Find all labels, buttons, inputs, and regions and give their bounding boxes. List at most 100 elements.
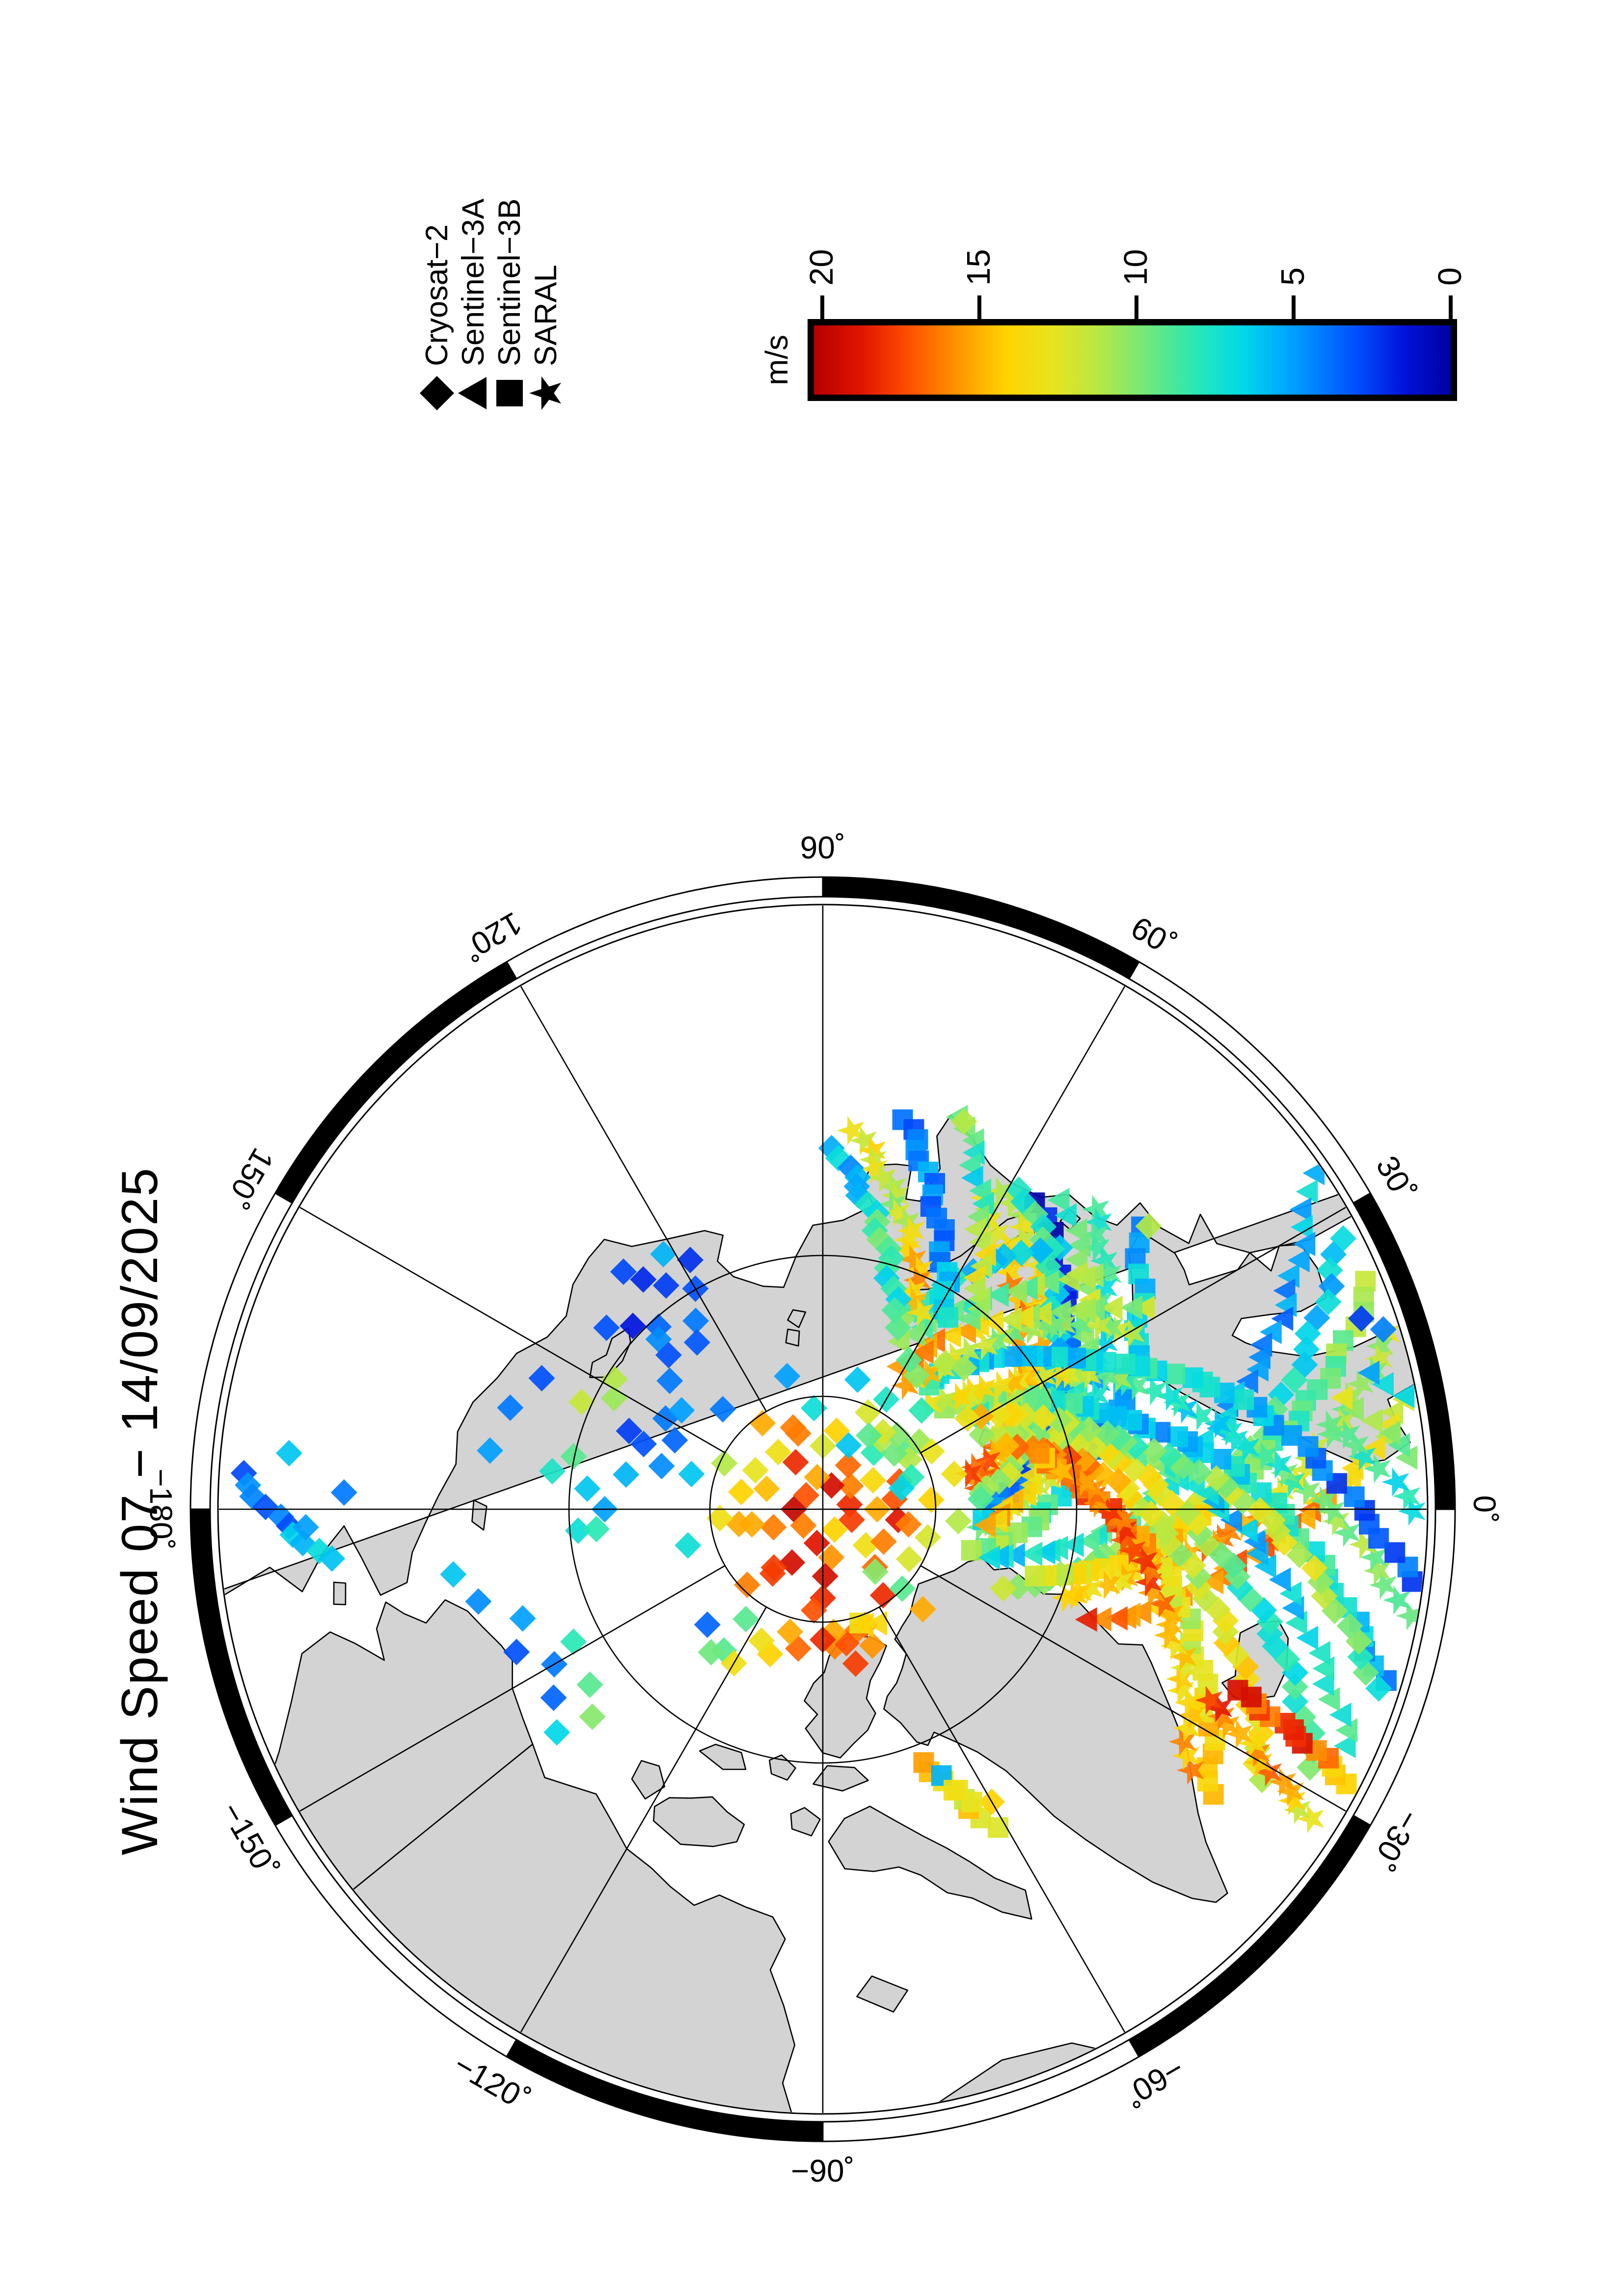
meridian-line [920, 1565, 1347, 1813]
data-point [915, 1389, 943, 1418]
data-point [1136, 1557, 1163, 1586]
data-point [1069, 1468, 1097, 1496]
colorbar-unit-label: m/s [759, 334, 794, 386]
data-point [1120, 1295, 1143, 1320]
data-point [1130, 1546, 1158, 1575]
data-point [1027, 1237, 1054, 1264]
data-point [678, 1461, 705, 1488]
data-point [1363, 1454, 1391, 1483]
data-point [1203, 1465, 1230, 1492]
data-point [1398, 1496, 1426, 1526]
data-point [1235, 1518, 1258, 1543]
data-point [1244, 1748, 1272, 1777]
data-point [748, 1627, 775, 1654]
data-point [1014, 1481, 1036, 1506]
data-point [610, 1258, 637, 1285]
data-point [881, 1486, 908, 1513]
data-point [733, 1572, 760, 1599]
data-point [1090, 1246, 1118, 1276]
data-point [1090, 1273, 1118, 1302]
data-point [862, 1558, 889, 1585]
data-point [1286, 1542, 1313, 1569]
data-point [1164, 1363, 1186, 1385]
data-point [540, 1684, 567, 1711]
data-point [1083, 1489, 1111, 1518]
data-point [1038, 1235, 1065, 1262]
data-point [996, 1271, 1024, 1301]
data-point [1289, 1197, 1312, 1222]
frame-ring [189, 876, 1456, 2142]
data-point [1220, 1552, 1247, 1579]
data-point [630, 1431, 657, 1458]
data-point [982, 1456, 1010, 1485]
data-point [1309, 1486, 1337, 1515]
data-point [961, 1166, 983, 1190]
data-point [1052, 1583, 1080, 1612]
ring-sector-tick [1128, 2039, 1140, 2057]
data-point [1082, 1380, 1109, 1410]
data-point [958, 1306, 981, 1331]
ring-sector-tick [274, 1192, 293, 1204]
data-point [1369, 1570, 1397, 1600]
coastline-victoria [653, 1796, 745, 1847]
data-point [1043, 1281, 1070, 1308]
data-point [1250, 1597, 1277, 1624]
data-point [950, 1108, 977, 1135]
data-point [997, 1188, 1025, 1218]
data-point [844, 1366, 871, 1393]
data-point [1212, 1710, 1240, 1739]
data-point [835, 1452, 862, 1479]
data-point [954, 1459, 982, 1488]
data-point [855, 1422, 882, 1449]
data-point [565, 1517, 592, 1544]
data-point [1262, 1396, 1289, 1423]
data-point [1365, 1344, 1393, 1373]
ring-black-sector [275, 961, 517, 1203]
data-point [793, 1482, 820, 1509]
data-point [1246, 1497, 1273, 1524]
data-point [620, 1312, 647, 1339]
data-point [870, 1528, 897, 1555]
data-point [981, 1219, 1009, 1248]
map-interior [219, 906, 1427, 2113]
data-point [1107, 1506, 1135, 1535]
data-point [579, 1703, 606, 1730]
data-point [1291, 1455, 1319, 1484]
data-point [945, 1508, 972, 1535]
data-point [1270, 1458, 1298, 1488]
coastline-canada_mainland [235, 1743, 802, 2113]
data-point [897, 1216, 925, 1245]
data-point [1135, 1213, 1162, 1240]
data-point [1106, 1606, 1128, 1631]
data-point [868, 1163, 896, 1193]
data-point [1267, 1476, 1295, 1505]
data-point [993, 1432, 1020, 1459]
ring-black-sector [1129, 1815, 1371, 2057]
data-point [881, 1440, 908, 1467]
data-point [1308, 1641, 1331, 1666]
data-point [1075, 1607, 1097, 1632]
data-point [851, 1613, 874, 1637]
data-point [616, 1417, 643, 1444]
data-point [1269, 1567, 1291, 1592]
data-point [1307, 1568, 1334, 1595]
data-point [1105, 1364, 1133, 1393]
data-point [969, 1421, 996, 1448]
data-point [996, 1462, 1023, 1489]
data-point [1057, 1267, 1080, 1292]
data-point [1229, 1488, 1256, 1515]
ring-sector-tick [274, 1815, 293, 1826]
data-point [884, 1314, 911, 1341]
data-point [985, 1177, 1013, 1206]
data-point [1279, 1581, 1302, 1606]
data-point [968, 1373, 996, 1403]
data-point [1178, 1700, 1206, 1730]
data-point [973, 1446, 1001, 1475]
data-point [1074, 1360, 1102, 1389]
data-point [1348, 1305, 1375, 1332]
data-point [1224, 1563, 1251, 1590]
data-point [1167, 1676, 1195, 1705]
data-point [682, 1308, 709, 1335]
data-point [709, 1396, 736, 1423]
data-point [1174, 1688, 1202, 1717]
